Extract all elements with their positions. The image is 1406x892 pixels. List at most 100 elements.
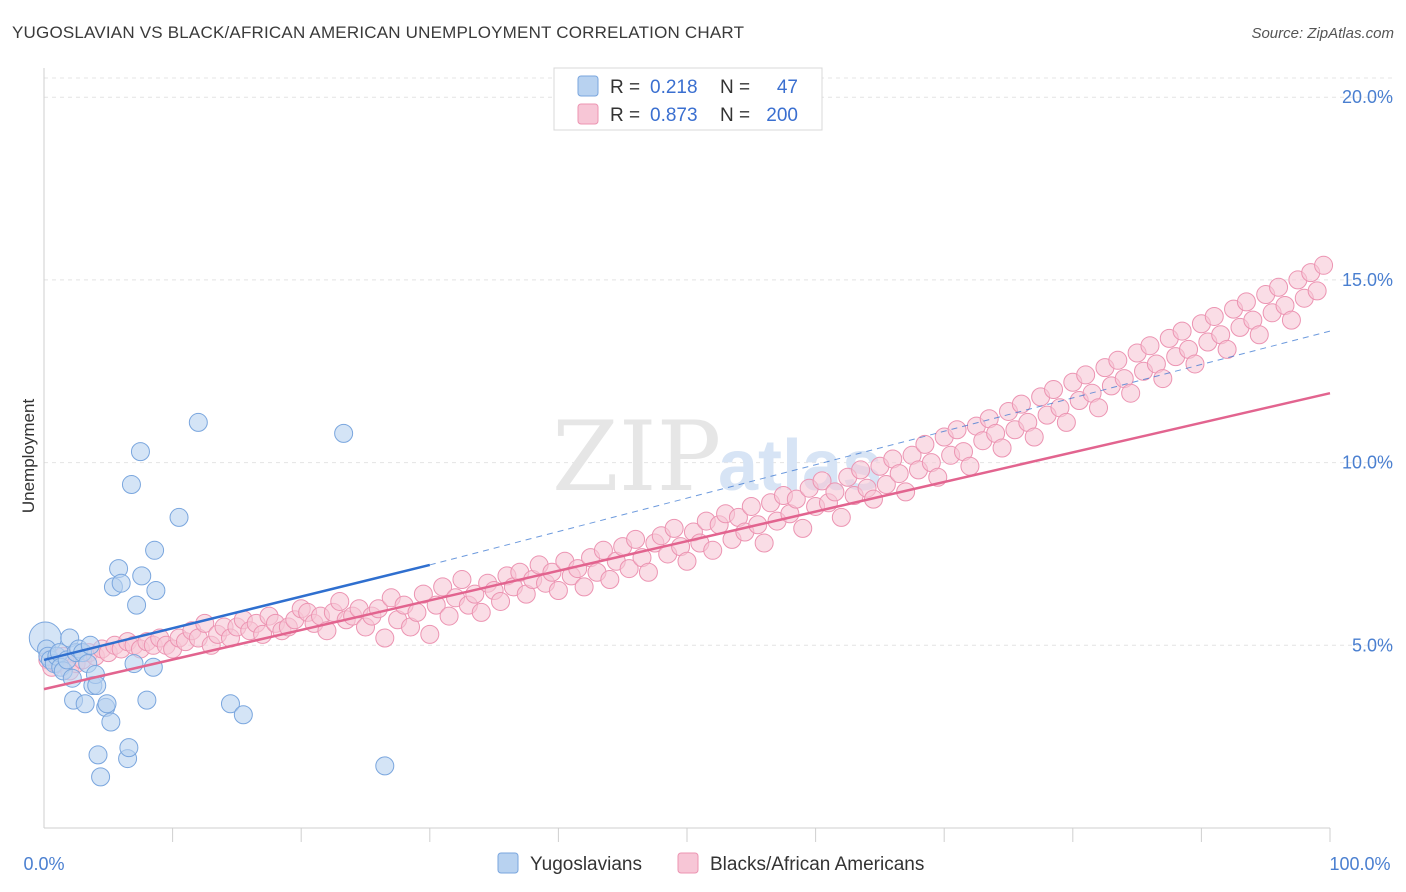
point-blacks-177 (1172, 321, 1192, 341)
point-yugoslavians-29 (111, 573, 131, 593)
point-yugoslavians-23 (91, 767, 111, 787)
legend-n-label-2: N = (720, 105, 750, 126)
bottom-legend-swatch-blacks (677, 852, 699, 874)
point-yugoslavians-45 (334, 423, 354, 443)
trend-yugoslavians (43, 563, 431, 662)
point-blacks-192 (1269, 277, 1289, 297)
point-blacks-80 (548, 581, 568, 600)
y-tick-labels: 5.0% 10.0% 15.0% 20.0% (1342, 87, 1393, 655)
point-blacks-199 (1314, 255, 1334, 275)
point-blacks-198 (1307, 281, 1327, 301)
chart-title: YUGOSLAVIAN VS BLACK/AFRICAN AMERICAN UN… (12, 23, 744, 42)
point-yugoslavians-26 (101, 712, 121, 732)
point-blacks-189 (1249, 325, 1269, 345)
point-blacks-172 (1140, 336, 1160, 356)
trend-lines (43, 330, 1331, 691)
series-yugoslavians-points (28, 412, 395, 787)
point-blacks-149 (992, 438, 1012, 458)
point-blacks-84 (574, 577, 594, 597)
point-blacks-59 (413, 584, 433, 604)
point-blacks-194 (1281, 310, 1301, 330)
point-yugoslavians-35 (130, 442, 150, 462)
y-tick-label-20: 20.0% (1342, 87, 1393, 107)
point-yugoslavians-37 (137, 690, 157, 710)
y-axis-label: Unemployment (19, 399, 38, 514)
point-blacks-71 (491, 591, 511, 611)
point-yugoslavians-16 (75, 694, 95, 714)
bottom-legend-yugoslavians: Yugoslavians (530, 854, 642, 875)
legend-r-value-1: 0.218 (650, 77, 698, 98)
point-blacks-124 (831, 507, 851, 527)
bottom-legend-blacks: Blacks/African Americans (710, 854, 924, 875)
point-blacks-137 (915, 434, 935, 454)
legend-r-label-1: R = (610, 77, 640, 98)
series-legend: Yugoslavians Blacks/African Americans (497, 852, 924, 875)
point-yugoslavians-43 (220, 694, 240, 714)
legend-swatch-blacks (577, 103, 599, 125)
correlation-legend: R = 0.218 N = 47 R = 0.873 N = 200 (553, 67, 823, 131)
point-yugoslavians-39 (145, 540, 165, 560)
point-blacks-162 (1076, 365, 1096, 385)
point-blacks-133 (889, 464, 909, 484)
point-yugoslavians-44 (233, 705, 253, 725)
point-blacks-53 (375, 628, 395, 648)
point-blacks-62 (433, 577, 453, 597)
chart-source: Source: ZipAtlas.com (1251, 25, 1394, 42)
x-tick-label-min: 0.0% (23, 854, 64, 874)
x-ticks (172, 828, 1331, 842)
point-blacks-179 (1185, 354, 1205, 374)
legend-swatch-yugoslavians (577, 75, 599, 97)
point-yugoslavians-25 (97, 694, 117, 714)
point-blacks-142 (947, 420, 967, 440)
point-blacks-117 (786, 489, 806, 509)
point-blacks-112 (754, 533, 774, 553)
point-blacks-63 (439, 606, 459, 626)
point-blacks-127 (851, 460, 871, 480)
bottom-legend-swatch-yugoslavians (497, 852, 519, 874)
point-blacks-121 (812, 471, 832, 491)
point-blacks-65 (452, 570, 472, 590)
point-blacks-60 (420, 624, 440, 644)
legend-n-label-1: N = (720, 77, 750, 98)
point-yugoslavians-22 (88, 745, 108, 765)
point-blacks-174 (1153, 369, 1173, 389)
point-blacks-157 (1044, 380, 1064, 400)
point-blacks-152 (1011, 394, 1031, 414)
point-blacks-94 (638, 562, 658, 582)
point-blacks-144 (960, 456, 980, 476)
watermark-zip: ZIP (552, 401, 721, 513)
point-blacks-118 (793, 518, 813, 538)
legend-r-value-2: 0.873 (650, 105, 698, 126)
point-blacks-68 (471, 602, 491, 622)
y-tick-label-5: 5.0% (1352, 635, 1393, 655)
point-yugoslavians-31 (119, 738, 139, 758)
point-yugoslavians-32 (121, 475, 141, 495)
legend-n-value-2: 200 (766, 105, 798, 126)
point-blacks-110 (741, 496, 761, 516)
trend-yugoslavians-extension (429, 330, 1331, 566)
point-blacks-154 (1024, 427, 1044, 447)
point-blacks-131 (876, 475, 896, 495)
point-blacks-164 (1089, 398, 1109, 418)
point-blacks-182 (1204, 306, 1224, 326)
point-blacks-123 (825, 482, 845, 502)
y-tick-label-15: 15.0% (1342, 270, 1393, 290)
point-blacks-98 (664, 518, 684, 538)
point-yugoslavians-34 (127, 595, 147, 615)
point-yugoslavians-38 (143, 657, 163, 677)
point-blacks-167 (1108, 350, 1128, 370)
legend-r-label-2: R = (610, 105, 640, 126)
legend-n-value-1: 47 (777, 77, 798, 98)
point-yugoslavians-18 (80, 635, 100, 655)
point-yugoslavians-41 (169, 507, 189, 527)
point-blacks-91 (619, 559, 639, 579)
point-blacks-169 (1121, 383, 1141, 403)
point-blacks-184 (1217, 339, 1237, 359)
point-yugoslavians-36 (132, 566, 152, 586)
point-blacks-104 (703, 540, 723, 560)
point-yugoslavians-46 (375, 756, 395, 776)
point-blacks-58 (407, 602, 427, 622)
trend-blacks (43, 391, 1331, 691)
point-blacks-187 (1236, 292, 1256, 312)
